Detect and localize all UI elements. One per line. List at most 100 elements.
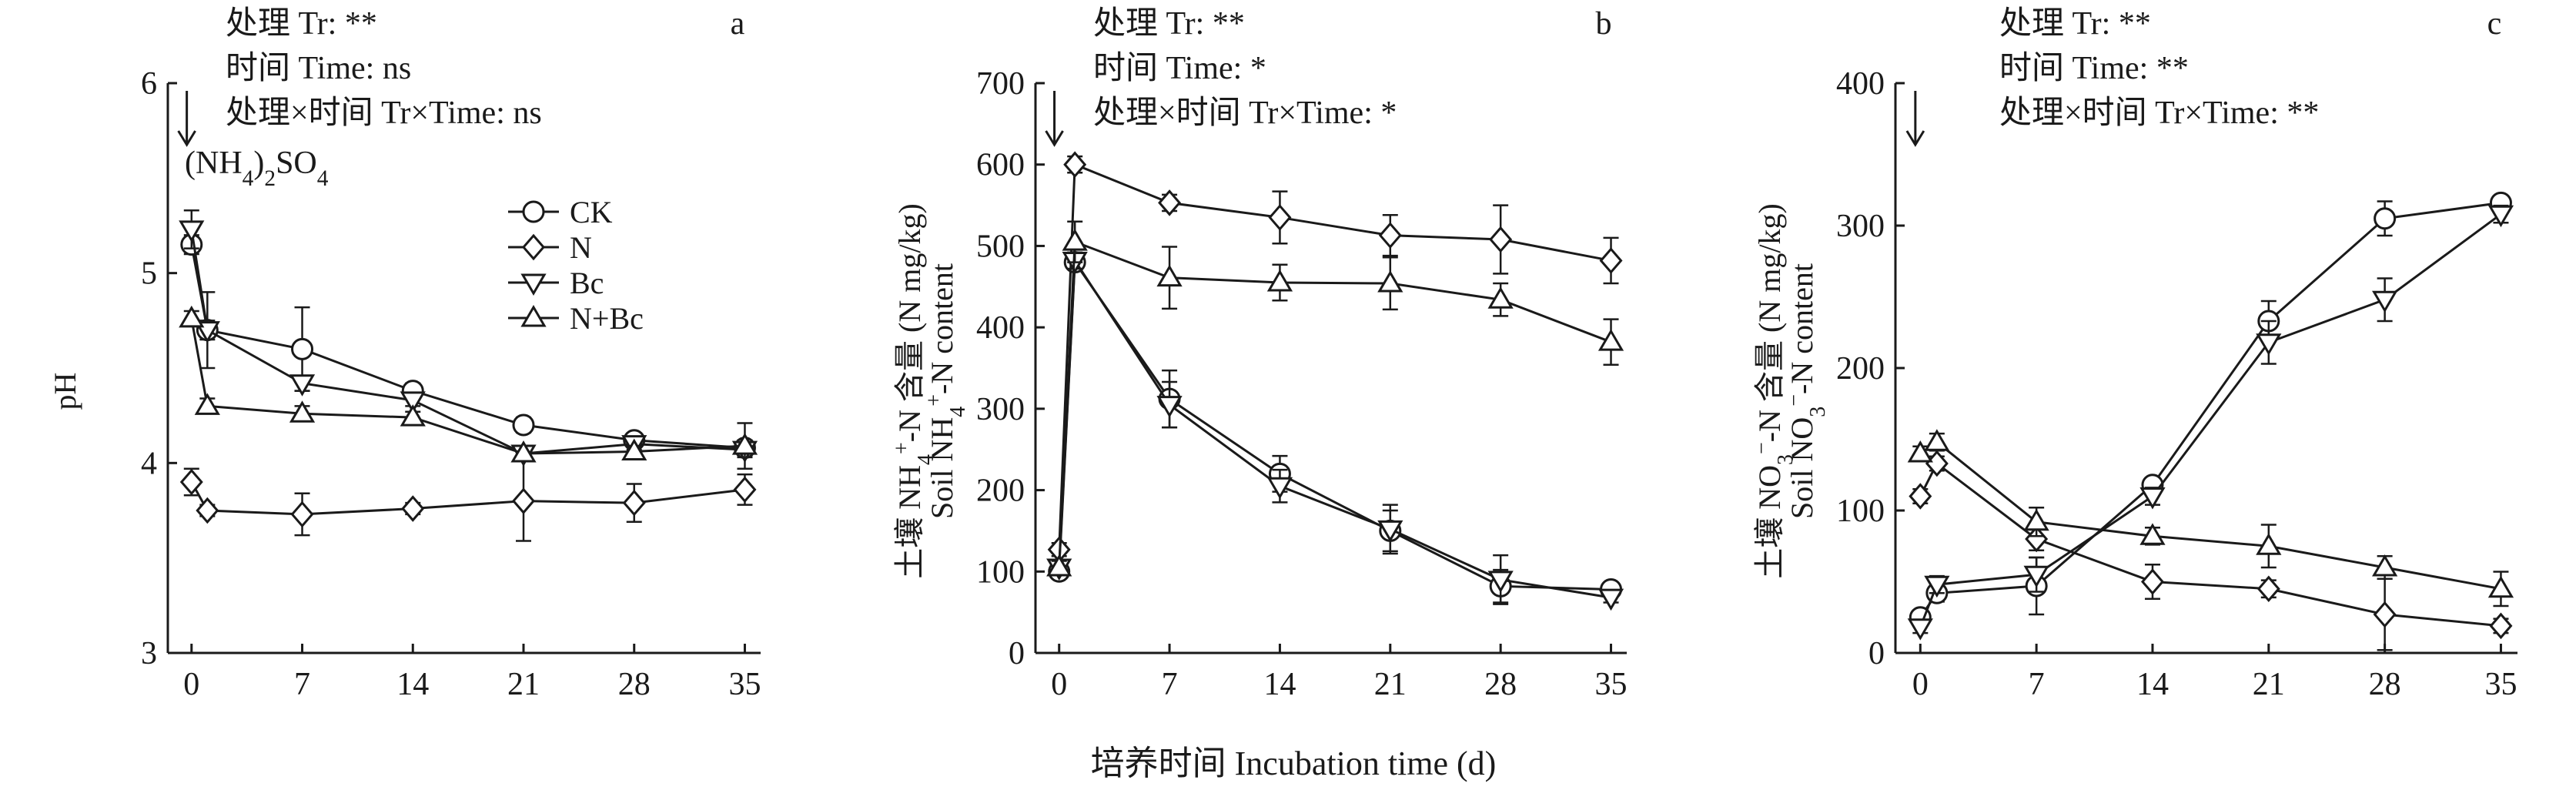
significance-annotation: 处理 Tr: ** (1093, 6, 1245, 42)
data-point (1924, 429, 1950, 451)
y-tick-label: 700 (976, 66, 1025, 102)
y-axis-label: Soil NH4+-N content (922, 263, 970, 519)
y-tick-label: 100 (1836, 494, 1885, 529)
data-point (622, 489, 646, 517)
series-line (190, 481, 745, 516)
data-point (1062, 229, 1088, 251)
x-tick-label: 28 (2369, 667, 2401, 702)
data-point (1046, 554, 1072, 577)
data-point (1489, 226, 1513, 253)
y-tick-label: 0 (1009, 636, 1025, 671)
fertilizer-arrow-icon (177, 91, 196, 147)
data-point (2487, 205, 2514, 228)
data-point (2023, 565, 2049, 588)
data-point (2487, 575, 2514, 598)
data-point (179, 305, 205, 328)
x-tick-label: 7 (2029, 667, 2045, 702)
data-point (2257, 575, 2280, 603)
series-line (1058, 240, 1612, 568)
data-point (2256, 533, 2282, 555)
data-point (194, 393, 220, 415)
data-point (733, 476, 757, 504)
data-point (1597, 329, 1624, 351)
x-tick-label: 0 (183, 667, 199, 702)
data-point (1156, 264, 1183, 287)
series-bc (1907, 204, 2514, 641)
data-point (1599, 247, 1623, 274)
y-tick-label: 6 (141, 66, 157, 102)
data-point (1907, 440, 1933, 463)
data-point (2372, 290, 2398, 313)
series-n-bc (179, 305, 758, 470)
y-tick-label: 3 (141, 636, 157, 671)
series-n (1909, 450, 2513, 651)
panel-letter: a (731, 6, 745, 42)
y-axis-label-cn: 土壤 NO3−-N 含量 (N mg/kg) (1750, 203, 1798, 579)
data-point (400, 404, 426, 427)
series-line (1919, 461, 2501, 628)
legend-label: CK (570, 195, 613, 229)
significance-annotation: 时间 Time: * (1093, 51, 1266, 86)
significance-annotation: 处理×时间 Tr×Time: ** (1999, 95, 2319, 131)
data-point (400, 391, 426, 413)
y-tick-label: 400 (1836, 66, 1885, 102)
x-tick-label: 21 (507, 667, 540, 702)
data-point (401, 495, 425, 522)
legend-marker (520, 305, 547, 327)
y-tick-label: 600 (976, 148, 1025, 183)
x-tick-label: 28 (1484, 667, 1517, 702)
data-point (196, 497, 219, 524)
panel-letter: b (1596, 6, 1612, 42)
data-point (2373, 601, 2397, 628)
data-point (179, 220, 205, 243)
series-n-bc (1907, 429, 2514, 608)
data-point (1909, 483, 1932, 510)
x-tick-label: 0 (1051, 667, 1067, 702)
y-tick-label: 200 (976, 474, 1025, 509)
x-tick-label: 7 (1162, 667, 1178, 702)
data-point (2256, 333, 2282, 356)
x-tick-label: 28 (618, 667, 651, 702)
data-point (1378, 222, 1402, 249)
data-point (1266, 477, 1293, 500)
data-point (731, 433, 758, 455)
series-line (1919, 440, 2501, 591)
data-point (1156, 396, 1183, 418)
legend-marker (522, 200, 545, 223)
data-point (2139, 523, 2166, 545)
x-tick-label: 35 (2484, 667, 2517, 702)
data-point (2374, 207, 2397, 230)
y-tick-label: 0 (1868, 636, 1885, 671)
series-line (190, 318, 745, 455)
x-tick-label: 35 (728, 667, 761, 702)
data-point (179, 468, 203, 496)
data-point (1158, 189, 1182, 216)
x-tick-label: 7 (294, 667, 310, 702)
x-tick-label: 35 (1595, 667, 1628, 702)
data-point (1268, 204, 1292, 231)
series-line (190, 244, 745, 450)
data-point (2025, 525, 2049, 553)
x-tick-label: 14 (396, 667, 429, 702)
data-point (1377, 270, 1403, 293)
legend-label: N+Bc (570, 301, 644, 336)
significance-annotation: 时间 Time: ** (1999, 51, 2189, 86)
data-point (1377, 520, 1403, 543)
series-line (1058, 162, 1611, 550)
y-axis-label-cn: 土壤 NH4+-N 含量 (N mg/kg) (890, 203, 938, 579)
x-tick-label: 14 (1263, 667, 1296, 702)
data-point (1487, 571, 1514, 593)
y-tick-label: 500 (976, 229, 1025, 264)
data-point (1266, 269, 1293, 292)
series-bc (179, 209, 758, 467)
data-point (2140, 568, 2164, 595)
x-tick-label: 21 (1374, 667, 1407, 702)
data-point (512, 413, 535, 437)
data-point (2023, 508, 2049, 531)
series-bc (1046, 251, 1624, 611)
data-point (1907, 618, 1933, 641)
data-point (1487, 286, 1514, 309)
data-point (621, 438, 647, 461)
series-n (179, 460, 757, 542)
